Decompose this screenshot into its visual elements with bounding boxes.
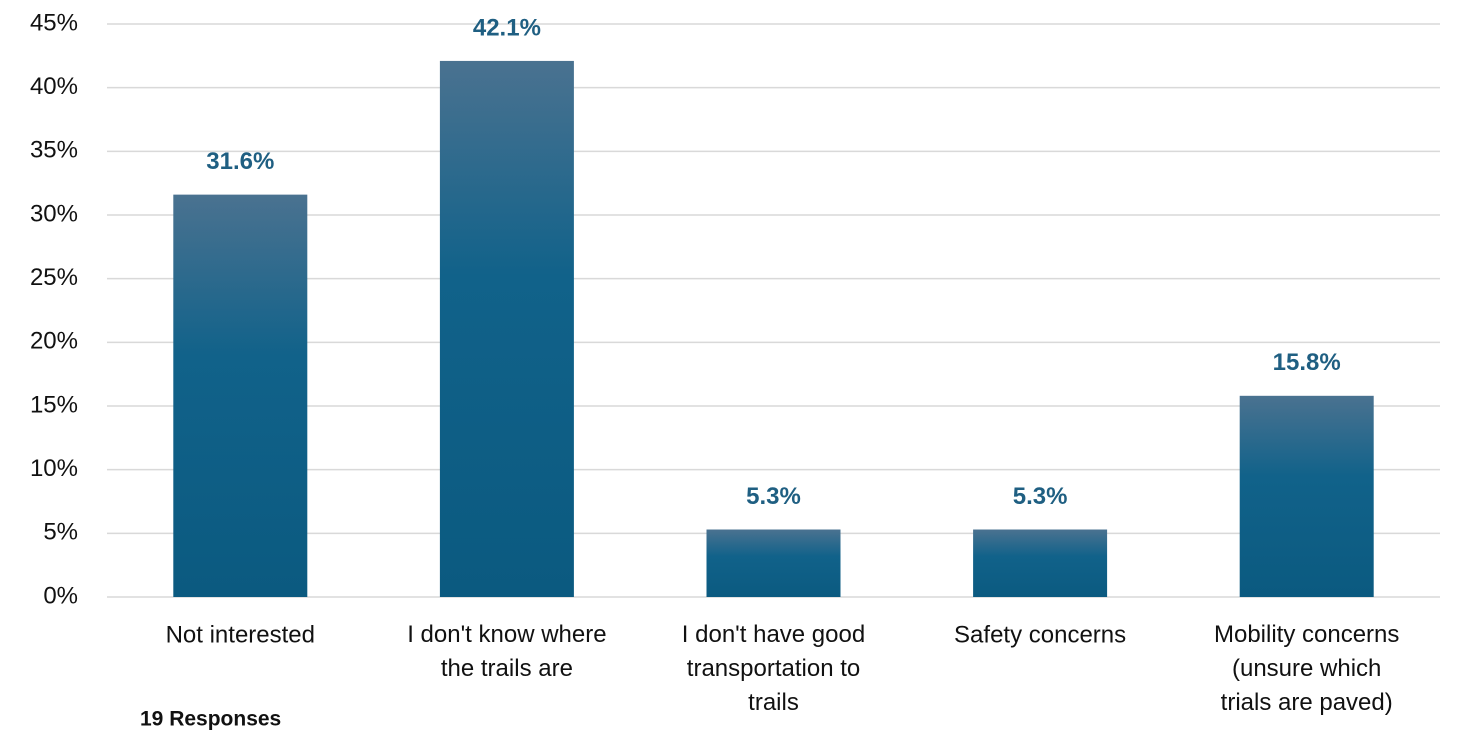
- value-label: 31.6%: [206, 148, 274, 175]
- y-tick-label: 20%: [30, 328, 78, 355]
- x-tick-label: Safety concerns: [954, 621, 1126, 648]
- y-tick-label: 5%: [43, 519, 78, 546]
- value-label: 15.8%: [1273, 349, 1341, 376]
- y-tick-label: 30%: [30, 200, 78, 227]
- x-tick-label: I don't have good transportation to trails: [682, 621, 865, 716]
- bar: [706, 529, 841, 597]
- bar: [1239, 395, 1374, 597]
- x-tick-label: Not interested: [166, 621, 315, 648]
- bar: [973, 529, 1108, 597]
- y-tick-label: 25%: [30, 264, 78, 291]
- value-label: 5.3%: [746, 483, 801, 510]
- value-label: 42.1%: [473, 14, 541, 41]
- bar: [439, 60, 574, 598]
- bar: [173, 194, 308, 598]
- x-tick-label: Mobility concerns (unsure which trials are…: [1214, 621, 1399, 716]
- y-tick-label: 10%: [30, 455, 78, 482]
- y-tick-label: 35%: [30, 137, 78, 164]
- value-label: 5.3%: [1013, 483, 1068, 510]
- y-tick-label: 40%: [30, 73, 78, 100]
- y-tick-label: 45%: [30, 9, 78, 36]
- x-tick-label: I don't know where the trails are: [407, 621, 606, 682]
- annotation: 19 Responses: [140, 708, 281, 731]
- y-tick-label: 15%: [30, 391, 78, 418]
- y-tick-label: 0%: [43, 582, 78, 609]
